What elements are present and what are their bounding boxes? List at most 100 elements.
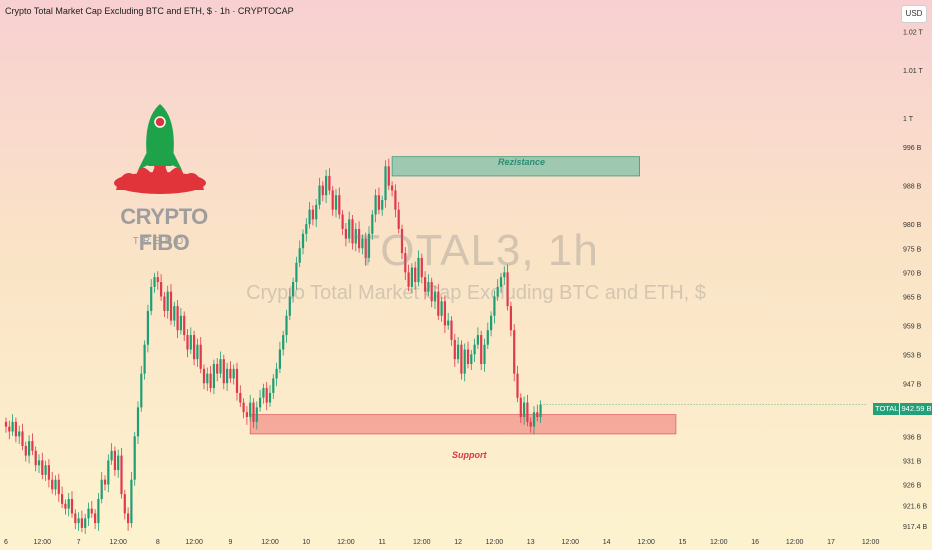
candle-body bbox=[394, 190, 397, 210]
y-tick-label: 947 B bbox=[903, 381, 922, 388]
x-tick-label: 12 bbox=[454, 539, 462, 546]
candle-body bbox=[136, 407, 140, 437]
x-tick-label: 12:00 bbox=[185, 539, 203, 546]
candle-body bbox=[265, 388, 268, 403]
y-tick-label: 926 B bbox=[903, 483, 922, 490]
candle-body bbox=[308, 209, 311, 225]
candle-body bbox=[430, 282, 433, 302]
candle-body bbox=[463, 349, 466, 374]
candle-body bbox=[367, 233, 371, 258]
y-tick-label: 917.4 B bbox=[903, 524, 927, 531]
candle-body bbox=[407, 272, 410, 287]
candle-body bbox=[493, 296, 496, 316]
watermark-symbol: TOTAL3, 1h bbox=[353, 226, 599, 275]
candle-body bbox=[301, 233, 305, 249]
candle-body bbox=[499, 277, 503, 287]
candle-body bbox=[268, 392, 272, 403]
candle-body bbox=[202, 368, 206, 384]
resistance-zone bbox=[391, 156, 641, 177]
candle-body bbox=[67, 498, 70, 509]
candle-body bbox=[397, 209, 400, 229]
candle-body bbox=[391, 185, 394, 191]
candle-body bbox=[374, 195, 377, 215]
candle-body bbox=[28, 441, 31, 456]
candle-body bbox=[334, 195, 338, 210]
candle-body bbox=[143, 344, 146, 374]
candle-body bbox=[503, 272, 506, 278]
price-tag-symbol: TOTAL3 bbox=[873, 403, 903, 415]
rocket-logo-icon bbox=[114, 104, 206, 194]
x-tick-label: 12:00 bbox=[637, 539, 655, 546]
x-tick-label: 12:00 bbox=[786, 539, 804, 546]
candle-body bbox=[183, 315, 186, 336]
candle-body bbox=[196, 344, 199, 360]
x-tick-label: 14 bbox=[603, 539, 611, 546]
candle-body bbox=[84, 518, 87, 528]
candle-body bbox=[21, 431, 24, 446]
candle-body bbox=[288, 296, 291, 316]
candle-body bbox=[34, 450, 37, 466]
candle-body bbox=[338, 195, 341, 215]
candle-body bbox=[117, 455, 120, 471]
candle-body bbox=[358, 228, 361, 249]
candle-body bbox=[120, 455, 123, 495]
candle-body bbox=[176, 306, 179, 331]
candle-body bbox=[295, 262, 298, 283]
candle-body bbox=[341, 214, 344, 229]
x-tick-label: 13 bbox=[527, 539, 535, 546]
candle-body bbox=[94, 513, 97, 524]
candle-body bbox=[193, 335, 196, 360]
candle-body bbox=[150, 286, 153, 311]
candle-body bbox=[80, 518, 83, 528]
candle-body bbox=[249, 402, 252, 418]
candle-body bbox=[490, 315, 493, 331]
y-tick-label: 959 B bbox=[903, 323, 922, 330]
candle-body bbox=[318, 185, 321, 205]
currency-button[interactable]: USD bbox=[901, 5, 927, 23]
candle-body bbox=[133, 436, 136, 480]
x-tick-label: 10 bbox=[302, 539, 310, 546]
candle-body bbox=[47, 465, 50, 480]
candle-body bbox=[169, 291, 173, 321]
candle-body bbox=[424, 277, 427, 292]
candle-body bbox=[331, 190, 334, 210]
candle-body bbox=[437, 291, 440, 316]
candle-body bbox=[272, 378, 275, 393]
x-tick-label: 8 bbox=[156, 539, 160, 546]
candle-body bbox=[54, 479, 57, 490]
candle-body bbox=[153, 277, 156, 287]
candle-body bbox=[519, 397, 522, 418]
x-tick-label: 12:00 bbox=[862, 539, 880, 546]
support-label: Support bbox=[452, 450, 487, 460]
candle-body bbox=[235, 368, 239, 393]
x-tick-label: 9 bbox=[228, 539, 232, 546]
x-tick-label: 15 bbox=[679, 539, 687, 546]
candle-body bbox=[433, 291, 437, 302]
candle-body bbox=[457, 344, 460, 360]
candle-body bbox=[252, 402, 255, 422]
y-tick-label: 988 B bbox=[903, 184, 922, 191]
candle-body bbox=[473, 344, 476, 355]
candle-body bbox=[404, 253, 407, 273]
candle-body bbox=[209, 373, 212, 389]
candle-body bbox=[443, 301, 446, 326]
candle-body bbox=[41, 460, 44, 475]
x-tick-label: 12:00 bbox=[261, 539, 279, 546]
y-tick-label: 980 B bbox=[903, 222, 922, 229]
candle-body bbox=[513, 330, 516, 374]
candle-body bbox=[31, 441, 34, 451]
candle-body bbox=[51, 479, 54, 490]
candle-body bbox=[130, 479, 133, 524]
candle-body bbox=[466, 349, 470, 364]
candle-body bbox=[186, 335, 189, 350]
candle-body bbox=[226, 368, 229, 384]
candle-body bbox=[127, 513, 130, 524]
candle-body bbox=[526, 402, 529, 422]
candle-body bbox=[163, 296, 166, 311]
candle-body bbox=[400, 228, 404, 254]
y-tick-label: 1 T bbox=[903, 116, 914, 123]
candle-body bbox=[321, 185, 324, 196]
x-tick-label: 12:00 bbox=[34, 539, 52, 546]
candle-body bbox=[37, 460, 41, 466]
